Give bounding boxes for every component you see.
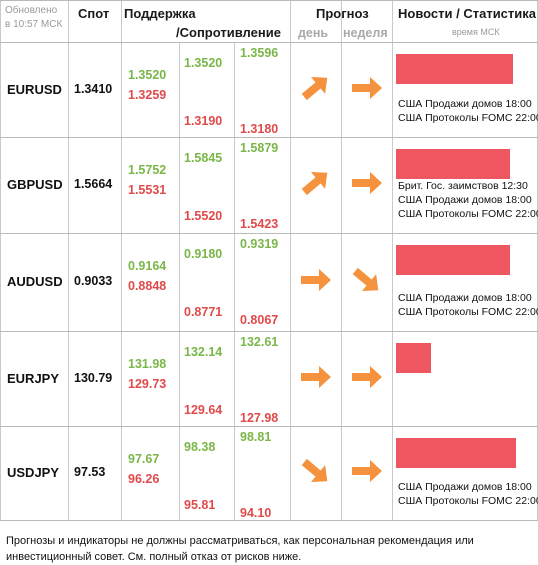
support-level: 1.3520 (184, 56, 223, 70)
support-level: 132.14 (184, 345, 223, 359)
row-divider (0, 331, 538, 332)
resistance-level: 1.5531 (128, 183, 167, 197)
news-item: США Продажи домов 18:00 (398, 481, 532, 493)
disclaimer-text: Прогнозы и индикаторы не должны рассматр… (6, 535, 474, 563)
resistance-level: 0.8848 (128, 279, 167, 293)
support-level: 1.3520 (128, 68, 167, 82)
row-divider (0, 137, 538, 138)
right-icon (299, 264, 333, 301)
resistance-level: 129.73 (128, 377, 167, 391)
down-right-icon (299, 455, 333, 492)
row-divider (0, 520, 538, 521)
support-level: 131.98 (128, 357, 167, 371)
column-divider (68, 0, 69, 520)
forex-table: Обновлено в 10:57 МСК Спот Поддержка /Со… (0, 0, 538, 521)
forecast-header: Прогноз (316, 6, 369, 21)
resistance-level: 0.8771 (184, 305, 223, 319)
forecast-day-header: день (298, 26, 329, 40)
news-item: США Продажи домов 18:00 (398, 194, 532, 206)
resistance-level: 95.81 (184, 498, 216, 512)
row-divider (0, 233, 538, 234)
support-level: 0.9180 (184, 247, 223, 261)
news-importance-bar (396, 149, 510, 179)
support-level: 98.81 (240, 430, 272, 444)
updated-label: Обновлено в 10:57 МСК (5, 4, 62, 32)
support-level: 0.9319 (240, 237, 279, 251)
support-header: Поддержка (124, 6, 196, 21)
row-divider (0, 426, 538, 427)
updated-line-1: Обновлено (5, 5, 58, 16)
pair-name: EURUSD (7, 81, 62, 97)
resistance-level: 1.3259 (128, 88, 167, 102)
column-divider (234, 42, 235, 520)
spot-price: 1.5664 (74, 177, 113, 191)
column-divider (392, 0, 393, 520)
news-importance-bar (396, 438, 516, 468)
row-divider (0, 42, 538, 43)
support-level: 1.5879 (240, 141, 279, 155)
news-importance-bar (396, 245, 510, 275)
support-level: 0.9164 (128, 259, 167, 273)
column-divider (179, 42, 180, 520)
resistance-level: 0.8067 (240, 313, 279, 327)
news-item: Брит. Гос. заимствов 12:30 (398, 180, 528, 192)
up-right-icon (299, 72, 333, 109)
resistance-level: 96.26 (128, 472, 160, 486)
resistance-level: 94.10 (240, 506, 272, 520)
down-right-icon (350, 264, 384, 301)
resistance-level: 1.3180 (240, 122, 279, 136)
news-item: США Продажи домов 18:00 (398, 292, 532, 304)
support-level: 97.67 (128, 452, 160, 466)
spot-price: 97.53 (74, 465, 106, 479)
pair-name: EURJPY (7, 370, 60, 386)
support-level: 98.38 (184, 440, 216, 454)
news-item: США Протоколы FOMC 22:00 (398, 112, 538, 124)
column-divider (290, 0, 291, 520)
spot-price: 130.79 (74, 370, 113, 385)
column-divider (0, 0, 1, 520)
support-level: 1.3596 (240, 46, 279, 60)
spot-header: Спот (78, 6, 110, 21)
column-divider (121, 0, 122, 520)
column-divider (341, 0, 342, 520)
row-divider (0, 0, 538, 1)
news-importance-bar (396, 54, 513, 84)
resistance-header: /Сопротивление (176, 25, 281, 40)
resistance-level: 129.64 (184, 403, 223, 417)
news-item: США Протоколы FOMC 22:00 (398, 208, 538, 220)
resistance-level: 1.5423 (240, 217, 279, 231)
resistance-level: 1.3190 (184, 114, 223, 128)
right-icon (350, 72, 384, 109)
resistance-level: 1.5520 (184, 209, 223, 223)
right-icon (299, 361, 333, 398)
spot-price: 0.9033 (74, 274, 113, 288)
pair-name: GBPUSD (7, 177, 63, 192)
news-importance-bar (396, 343, 431, 373)
support-level: 1.5845 (184, 151, 223, 165)
support-level: 1.5752 (128, 163, 167, 177)
right-icon (350, 455, 384, 492)
news-item: США Продажи домов 18:00 (398, 98, 532, 110)
resistance-level: 127.98 (240, 411, 279, 425)
pair-name: AUDUSD (7, 274, 63, 289)
updated-line-2: в 10:57 МСК (5, 19, 63, 30)
spot-price: 1.3410 (74, 81, 113, 96)
up-right-icon (299, 167, 333, 204)
news-item: США Протоколы FOMC 22:00 (398, 306, 538, 318)
news-header: Новости / Статистика (398, 6, 537, 21)
timezone-label: время МСК (452, 27, 500, 37)
right-icon (350, 167, 384, 204)
news-item: США Протоколы FOMC 22:00 (398, 495, 538, 507)
pair-name: USDJPY (7, 465, 60, 480)
right-icon (350, 361, 384, 398)
forecast-week-header: неделя (343, 26, 388, 40)
support-level: 132.61 (240, 335, 279, 349)
